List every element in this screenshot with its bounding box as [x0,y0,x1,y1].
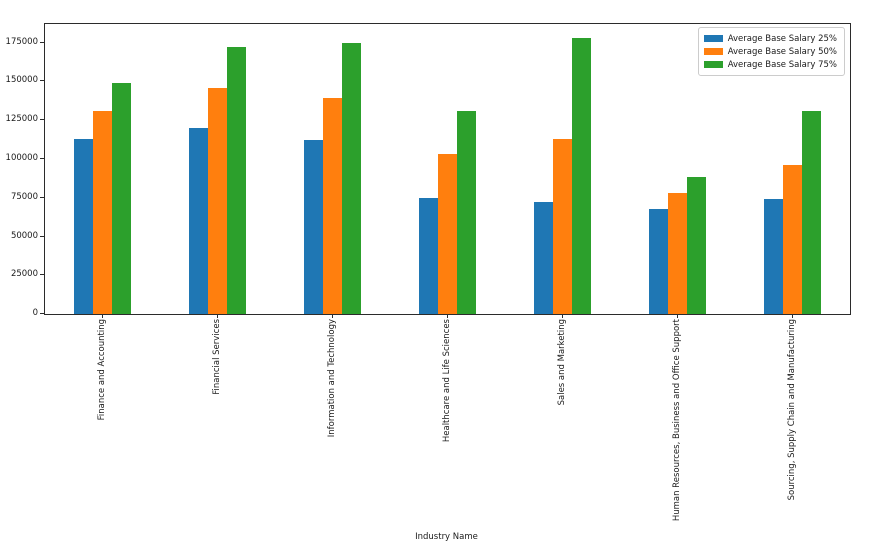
x-tick-mark [561,314,563,318]
bar [687,176,707,314]
bar [418,197,438,314]
legend: Average Base Salary 25% Average Base Sala… [697,27,845,76]
y-tick-label: 50000 [10,230,38,241]
bar [457,110,477,314]
y-tick-label: 25000 [10,269,38,280]
x-tick-mark [446,314,448,318]
bar [227,47,247,314]
y-tick-mark [40,41,44,43]
x-tick-mark [216,314,218,318]
x-tick-label: Information and Technology [326,319,337,438]
y-tick-label: 0 [32,308,38,318]
y-tick-mark [40,235,44,237]
x-tick-label: Healthcare and Life Sciences [441,319,452,443]
legend-swatch-icon [703,61,723,68]
x-tick-label: Sourcing, Supply Chain and Manufacturing [786,319,797,501]
legend-entry: Average Base Salary 75% [703,58,837,71]
bar [648,208,668,314]
bar [533,202,553,314]
bar [188,127,208,314]
y-tick-label: 100000 [5,152,38,163]
y-tick-mark [40,196,44,198]
plot-area: Average Base Salary 25% Average Base Sala… [44,23,851,315]
y-tick-label: 75000 [10,191,38,202]
legend-swatch-icon [703,48,723,55]
y-tick-mark [40,80,44,82]
bar [207,88,228,314]
x-tick-label: Finance and Accounting [96,319,107,421]
x-tick-label: Human Resources, Business and Office Sup… [671,319,682,522]
x-tick-label: Sales and Marketing [556,319,567,406]
y-tick-mark [40,274,44,276]
y-tick-mark [40,157,44,159]
bar [667,193,688,314]
legend-swatch-icon [703,35,723,42]
bar [782,165,803,314]
bar [437,154,458,314]
bar [572,37,592,314]
bar [92,110,113,314]
y-tick-mark [40,313,44,314]
x-tick-mark [101,314,103,318]
x-tick-mark [791,314,793,318]
y-tick-label: 125000 [5,114,38,125]
legend-entry: Average Base Salary 25% [703,32,837,45]
x-tick-mark [676,314,678,318]
x-axis-title: Industry Name [415,532,478,542]
bar [763,199,783,314]
bar [112,82,132,314]
bar [802,110,822,314]
bar [303,140,323,314]
bar [342,42,362,314]
y-tick-label: 150000 [5,75,38,86]
legend-entry: Average Base Salary 50% [703,45,837,58]
y-tick-mark [40,119,44,121]
x-tick-label: Financial Services [211,319,222,395]
bar [552,138,573,314]
y-tick-label: 175000 [5,36,38,47]
bar [322,97,343,314]
bar [73,138,93,314]
x-tick-mark [331,314,333,318]
legend-label: Average Base Salary 75% [727,59,837,70]
legend-label: Average Base Salary 50% [727,46,837,57]
legend-label: Average Base Salary 25% [727,33,837,44]
